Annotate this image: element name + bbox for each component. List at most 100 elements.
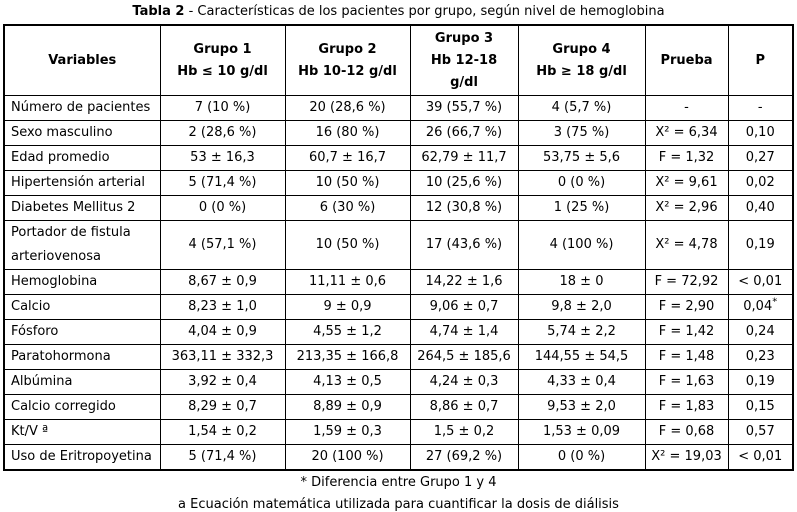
table-row: Portador de fistula arteriovenosa 4 (57,1… bbox=[3, 220, 794, 270]
cell: 4,33 ± 0,4 bbox=[517, 369, 646, 395]
cell: 4,55 ± 1,2 bbox=[284, 319, 411, 345]
cell: F = 1,32 bbox=[644, 145, 729, 171]
cell: 2 (28,6 %) bbox=[159, 120, 286, 146]
cell: 4 (100 %) bbox=[517, 220, 646, 270]
cell: 53 ± 16,3 bbox=[159, 145, 286, 171]
cell: 6 (30 %) bbox=[284, 195, 411, 221]
table-title-text: - Características de los pacientes por g… bbox=[184, 4, 665, 19]
table-title-label: Tabla 2 bbox=[132, 4, 185, 19]
cell: 0,57 bbox=[727, 419, 794, 445]
cell: 0,10 bbox=[727, 120, 794, 146]
cell: 11,11 ± 0,6 bbox=[284, 269, 411, 295]
cell: 0,15 bbox=[727, 394, 794, 420]
row-label: Kt/V ª bbox=[3, 419, 161, 445]
column-header-6: P bbox=[727, 24, 794, 96]
cell: F = 1,63 bbox=[644, 369, 729, 395]
cell: 1 (25 %) bbox=[517, 195, 646, 221]
cell: F = 2,90 bbox=[644, 294, 729, 320]
table-row: Kt/V ª 1,54 ± 0,2 1,59 ± 0,3 1,5 ± 0,2 1,53 … bbox=[3, 419, 794, 445]
footnote-a: a Ecuación matemática utilizada para cua… bbox=[178, 497, 619, 512]
row-label: Hemoglobina bbox=[3, 269, 161, 295]
cell: F = 72,92 bbox=[644, 269, 729, 295]
cell: 4,13 ± 0,5 bbox=[284, 369, 411, 395]
cell: X² = 2,96 bbox=[644, 195, 729, 221]
table-row: Hipertensión arterial 5 (71,4 %) 10 (50 %)… bbox=[3, 170, 794, 196]
cell: 53,75 ± 5,6 bbox=[517, 145, 646, 171]
cell: 0,27 bbox=[727, 145, 794, 171]
cell: 0,40 bbox=[727, 195, 794, 221]
cell: 5 (71,4 %) bbox=[159, 170, 286, 196]
cell: 3 (75 %) bbox=[517, 120, 646, 146]
cell: 3,92 ± 0,4 bbox=[159, 369, 286, 395]
cell: 0,02 bbox=[727, 170, 794, 196]
row-label: Paratohormona bbox=[3, 344, 161, 370]
footnote-asterisk: * Diferencia entre Grupo 1 y 4 bbox=[300, 475, 497, 490]
row-label: Uso de Eritropoyetina bbox=[3, 444, 161, 471]
row-label: Fósforo bbox=[3, 319, 161, 345]
row-label: Hipertensión arterial bbox=[3, 170, 161, 196]
column-header-1: Grupo 1 Hb ≤ 10 g/dl bbox=[159, 24, 286, 96]
cell: 8,89 ± 0,9 bbox=[284, 394, 411, 420]
cell: - bbox=[727, 95, 794, 121]
cell: 17 (43,6 %) bbox=[409, 220, 519, 270]
asterisk-marker: * bbox=[772, 296, 778, 308]
table-row: Hemoglobina 8,67 ± 0,9 11,11 ± 0,6 14,22 ± … bbox=[3, 269, 794, 295]
table-row: Calcio corregido 8,29 ± 0,7 8,89 ± 0,9 8,86… bbox=[3, 394, 794, 420]
cell: 10 (25,6 %) bbox=[409, 170, 519, 196]
row-label: Calcio bbox=[3, 294, 161, 320]
cell: 213,35 ± 166,8 bbox=[284, 344, 411, 370]
cell: < 0,01 bbox=[727, 444, 794, 471]
cell: 14,22 ± 1,6 bbox=[409, 269, 519, 295]
cell: 1,5 ± 0,2 bbox=[409, 419, 519, 445]
cell: 9,8 ± 2,0 bbox=[517, 294, 646, 320]
cell: 0 (0 %) bbox=[517, 444, 646, 471]
cell: 4,74 ± 1,4 bbox=[409, 319, 519, 345]
cell: 1,53 ± 0,09 bbox=[517, 419, 646, 445]
table-row: Uso de Eritropoyetina 5 (71,4 %) 20 (100 %… bbox=[3, 444, 794, 471]
cell: X² = 9,61 bbox=[644, 170, 729, 196]
table-row: Calcio 8,23 ± 1,0 9 ± 0,9 9,06 ± 0,7 9,8 ± 2… bbox=[3, 294, 794, 320]
cell: 27 (69,2 %) bbox=[409, 444, 519, 471]
cell: 20 (28,6 %) bbox=[284, 95, 411, 121]
cell: 62,79 ± 11,7 bbox=[409, 145, 519, 171]
cell: 0,19 bbox=[727, 220, 794, 270]
cell: F = 1,42 bbox=[644, 319, 729, 345]
cell: < 0,01 bbox=[727, 269, 794, 295]
table-row: Edad promedio 53 ± 16,3 60,7 ± 16,7 62,79 ±… bbox=[3, 145, 794, 171]
cell: 60,7 ± 16,7 bbox=[284, 145, 411, 171]
cell: X² = 6,34 bbox=[644, 120, 729, 146]
cell: - bbox=[644, 95, 729, 121]
cell: 18 ± 0 bbox=[517, 269, 646, 295]
table-row: Sexo masculino 2 (28,6 %) 16 (80 %) 26 (66,… bbox=[3, 120, 794, 146]
cell: 144,55 ± 54,5 bbox=[517, 344, 646, 370]
cell: 5 (71,4 %) bbox=[159, 444, 286, 471]
cell: 1,59 ± 0,3 bbox=[284, 419, 411, 445]
cell: 26 (66,7 %) bbox=[409, 120, 519, 146]
cell: 4 (57,1 %) bbox=[159, 220, 286, 270]
row-label: Sexo masculino bbox=[3, 120, 161, 146]
cell: 10 (50 %) bbox=[284, 220, 411, 270]
cell: 264,5 ± 185,6 bbox=[409, 344, 519, 370]
cell: 9,53 ± 2,0 bbox=[517, 394, 646, 420]
cell: 0,24 bbox=[727, 319, 794, 345]
cell: 20 (100 %) bbox=[284, 444, 411, 471]
cell: 1,54 ± 0,2 bbox=[159, 419, 286, 445]
cell: 363,11 ± 332,3 bbox=[159, 344, 286, 370]
cell: 7 (10 %) bbox=[159, 95, 286, 121]
cell: X² = 19,03 bbox=[644, 444, 729, 471]
cell: 39 (55,7 %) bbox=[409, 95, 519, 121]
cell: 12 (30,8 %) bbox=[409, 195, 519, 221]
cell: 0,19 bbox=[727, 369, 794, 395]
table-title: Tabla 2 - Características de los pacient… bbox=[0, 0, 797, 24]
table-row: Fósforo 4,04 ± 0,9 4,55 ± 1,2 4,74 ± 1,4 5,7… bbox=[3, 319, 794, 345]
row-label: Calcio corregido bbox=[3, 394, 161, 420]
cell: 0,04* bbox=[727, 294, 794, 320]
row-label: Portador de fistula arteriovenosa bbox=[3, 220, 161, 270]
cell: 9 ± 0,9 bbox=[284, 294, 411, 320]
row-label: Número de pacientes bbox=[3, 95, 161, 121]
column-header-5: Prueba bbox=[644, 24, 729, 96]
cell: 8,67 ± 0,9 bbox=[159, 269, 286, 295]
column-header-0: Variables bbox=[3, 24, 161, 96]
cell: 4 (5,7 %) bbox=[517, 95, 646, 121]
cell: 4,24 ± 0,3 bbox=[409, 369, 519, 395]
